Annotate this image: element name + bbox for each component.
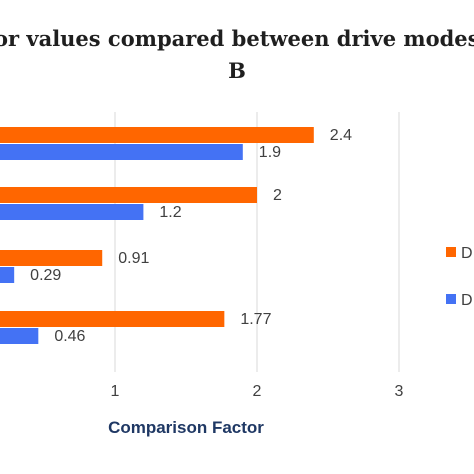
- legend-swatch: [446, 247, 456, 257]
- x-axis-ticks: 1 2 3: [111, 383, 404, 400]
- bar-blue: [0, 267, 15, 283]
- legend: DD: [446, 245, 473, 309]
- bar-blue: [0, 204, 144, 220]
- data-label: 1.2: [159, 204, 181, 221]
- legend-label: D: [461, 245, 473, 262]
- data-label: 0.29: [30, 267, 61, 284]
- bar-orange: [0, 250, 103, 266]
- legend-swatch: [446, 294, 456, 304]
- bar-orange: [0, 187, 257, 203]
- x-tick-label: 3: [395, 383, 404, 400]
- bar-blue: [0, 144, 243, 160]
- x-axis-label: Comparison Factor: [108, 418, 264, 437]
- x-tick-label: 2: [253, 383, 262, 400]
- bars: [0, 127, 314, 344]
- bar-blue: [0, 328, 39, 344]
- data-label: 1.9: [259, 144, 281, 161]
- chart-title-line-1: or values compared between drive modes A: [0, 26, 474, 51]
- data-labels: 2.4 2 0.91 1.77 1.9 1.2 0.29 0.46: [30, 127, 352, 345]
- x-tick-label: 1: [111, 383, 120, 400]
- bar-orange: [0, 127, 314, 143]
- chart-title-line-2: B: [228, 58, 246, 83]
- bar-orange: [0, 311, 225, 327]
- data-label: 2.4: [330, 127, 352, 144]
- data-label: 1.77: [240, 311, 271, 328]
- data-label: 0.91: [118, 250, 149, 267]
- data-label: 2: [273, 187, 282, 204]
- legend-label: D: [461, 292, 473, 309]
- data-label: 0.46: [54, 328, 85, 345]
